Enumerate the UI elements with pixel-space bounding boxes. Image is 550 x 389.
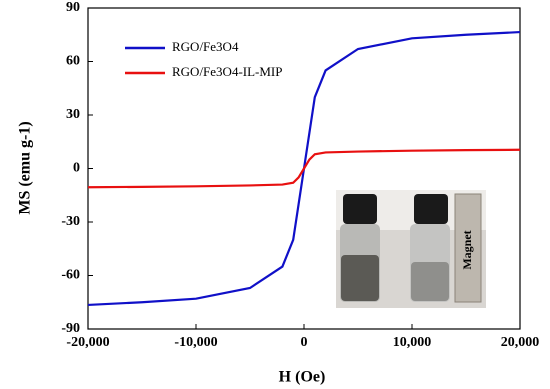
legend-label: RGO/Fe3O4	[172, 39, 239, 54]
x-tick-label: -20,000	[66, 335, 109, 350]
annotation: Magnet	[460, 230, 474, 269]
y-axis-label: MS (emu g-1)	[17, 121, 34, 214]
x-tick-label: 0	[301, 335, 308, 350]
y-tick-label: -60	[61, 268, 80, 283]
y-tick-label: 30	[66, 107, 80, 122]
legend-label: RGO/Fe3O4-IL-MIP	[172, 64, 283, 79]
y-tick-label: 90	[66, 0, 80, 15]
series-line	[87, 148, 521, 189]
x-tick-label: -10,000	[174, 335, 217, 350]
x-tick-label: 20,000	[501, 335, 540, 350]
y-tick-label: 60	[66, 54, 80, 69]
y-tick-label: 0	[73, 161, 80, 176]
y-tick-label: -90	[61, 321, 80, 336]
x-axis-label: H (Oe)	[279, 369, 326, 386]
y-tick-label: -30	[61, 214, 80, 229]
inset-photo	[336, 190, 486, 308]
x-tick-label: 10,000	[393, 335, 432, 350]
